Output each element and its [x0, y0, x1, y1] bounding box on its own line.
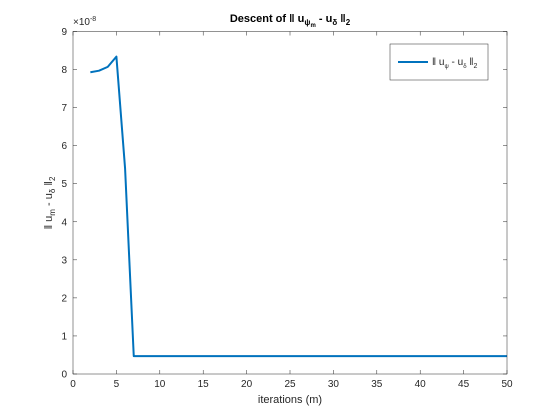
- legend: ‖ uψ - uδ ‖2: [389, 43, 489, 81]
- x-tick-label: 25: [284, 379, 296, 390]
- x-tick-label: 5: [114, 379, 120, 390]
- y-tick-label: 5: [61, 179, 67, 190]
- x-tick-label: 40: [415, 379, 427, 390]
- x-tick-label: 30: [328, 379, 340, 390]
- x-tick-label: 45: [458, 379, 470, 390]
- plot-area: [73, 31, 507, 374]
- y-tick-label: 8: [61, 65, 67, 76]
- y-axis-label: ‖ um - uδ ‖2: [43, 176, 57, 229]
- axes-box: [72, 31, 508, 375]
- x-tick-label: 10: [154, 379, 166, 390]
- x-tick-label: 35: [371, 379, 383, 390]
- x-axis-label: iterations (m): [258, 394, 322, 406]
- y-tick-label: 4: [61, 217, 67, 228]
- y-tick-label: 1: [61, 331, 67, 342]
- y-tick-label: 6: [61, 141, 67, 152]
- series-layer: [90, 55, 507, 358]
- x-tick-label: 0: [70, 379, 76, 390]
- y-tick-label: 9: [61, 27, 67, 38]
- x-tick-label: 15: [198, 379, 210, 390]
- y-tick-label: 3: [61, 255, 67, 266]
- y-exponent-label: ×10-8: [73, 16, 96, 28]
- y-tick-label: 7: [61, 103, 67, 114]
- series-line-0: [90, 55, 507, 358]
- chart-title: Descent of ‖ uψm - uδ ‖2: [230, 13, 351, 29]
- x-tick-label: 20: [241, 379, 253, 390]
- y-tick-label: 0: [61, 370, 67, 381]
- y-tick-label: 2: [61, 293, 67, 304]
- legend-entry-label: ‖ uψ - uδ ‖2: [432, 57, 478, 70]
- x-tick-label: 50: [501, 379, 513, 390]
